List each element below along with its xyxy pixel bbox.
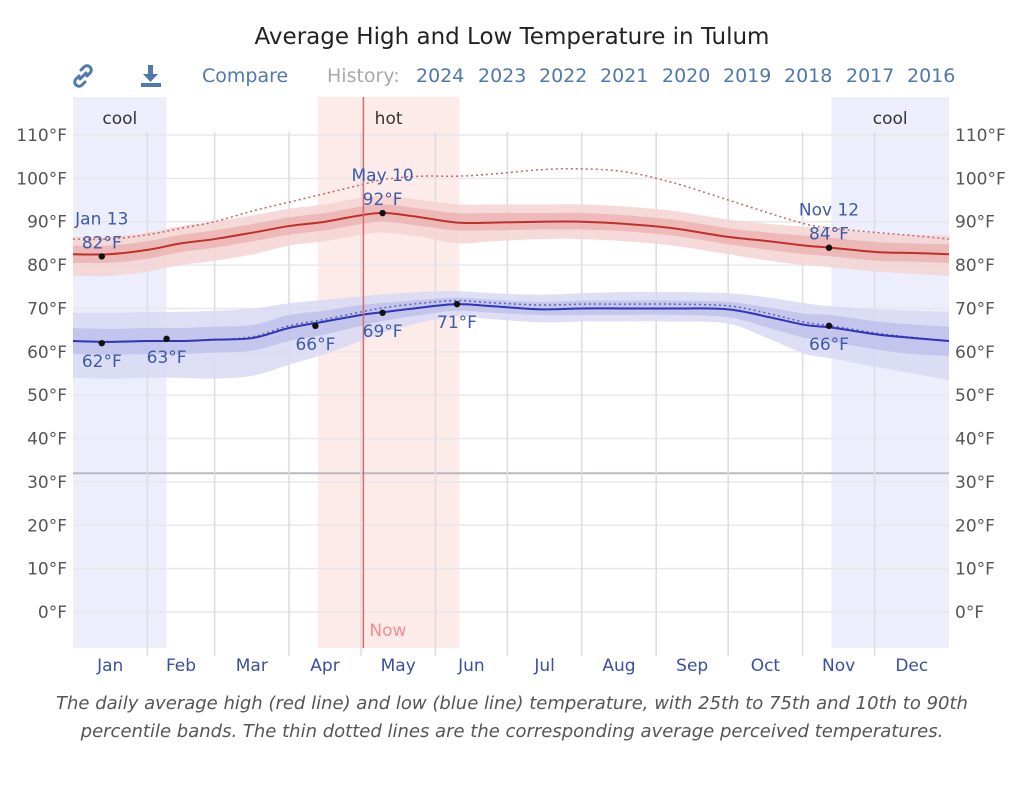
- chart-title: Average High and Low Temperature in Tulu…: [254, 24, 770, 50]
- data-point-marker: [825, 322, 833, 329]
- season-band-label: cool: [873, 109, 908, 129]
- now-label: Now: [369, 621, 406, 641]
- history-year-2022[interactable]: 2022: [539, 65, 588, 87]
- history-year-2016[interactable]: 2016: [907, 65, 956, 87]
- history-year-2017[interactable]: 2017: [846, 65, 895, 87]
- x-tick-label-month: Mar: [236, 656, 268, 676]
- low-band-25-75: [73, 297, 949, 357]
- y-tick-label-right: 50°F: [955, 386, 995, 406]
- data-label-date: May 10: [352, 166, 414, 186]
- data-label-date: Jan 13: [74, 209, 128, 229]
- data-point-marker: [379, 309, 386, 316]
- download-icon[interactable]: [138, 63, 164, 89]
- high-band-10-90: [73, 195, 949, 277]
- y-tick-label-right: 90°F: [955, 213, 995, 233]
- y-tick-label-left: 70°F: [27, 299, 67, 319]
- y-tick-label-left: 0°F: [38, 603, 67, 623]
- average-low-line: [72, 303, 950, 343]
- data-label-date: Nov 12: [799, 201, 859, 221]
- x-tick-label-month: Sep: [676, 656, 708, 676]
- x-tick-label-month: Jun: [457, 656, 485, 676]
- compare-link[interactable]: Compare: [202, 65, 289, 87]
- y-tick-label-left: 10°F: [27, 560, 67, 580]
- y-tick-label-right: 60°F: [955, 343, 995, 363]
- x-tick-label-month: May: [381, 656, 416, 676]
- season-band-label: hot: [375, 109, 403, 129]
- data-label-value: 92°F: [363, 190, 403, 210]
- data-point-marker: [312, 322, 319, 329]
- data-label-value: 69°F: [363, 322, 403, 342]
- data-label-value: 66°F: [809, 335, 849, 355]
- temperature-chart: cool hot cool Now 0°F 0°F 10°F 10°F 20°F 20°F 30…: [16, 97, 1006, 676]
- average-high-line: [72, 211, 950, 256]
- y-tick-label-left: 40°F: [27, 430, 67, 450]
- history-year-2018[interactable]: 2018: [784, 65, 833, 87]
- y-tick-label-right: 100°F: [955, 169, 1006, 189]
- chart-toolbar: Compare History: 2024 2023 2022 2021 202…: [0, 63, 1024, 91]
- y-tick-label-right: 70°F: [955, 299, 995, 319]
- y-tick-label-left: 50°F: [27, 386, 67, 406]
- data-label-value: 84°F: [809, 225, 849, 245]
- low-perceived-line: [72, 299, 950, 343]
- data-label-value: 82°F: [82, 233, 122, 253]
- y-tick-label-left: 80°F: [27, 256, 67, 276]
- y-tick-label-left: 90°F: [27, 213, 67, 233]
- y-tick-label-left: 110°F: [16, 126, 67, 146]
- history-label: History:: [327, 65, 400, 87]
- y-tick-label-left: 30°F: [27, 473, 67, 493]
- x-tick-label-month: Nov: [822, 656, 855, 676]
- data-point-marker: [379, 209, 386, 217]
- x-tick-label-month: Apr: [310, 656, 339, 676]
- history-year-2020[interactable]: 2020: [662, 65, 711, 87]
- high-perceived-line: [72, 167, 950, 241]
- data-label-value: 71°F: [437, 313, 477, 333]
- chart-caption: The daily average high (red line) and lo…: [56, 693, 968, 742]
- season-band-label: cool: [102, 109, 137, 129]
- data-point-marker: [825, 244, 833, 251]
- data-point-marker: [453, 300, 461, 308]
- data-point-marker: [98, 253, 106, 260]
- data-point-marker: [163, 335, 170, 343]
- data-label-value: 63°F: [147, 348, 187, 368]
- y-tick-label-left: 20°F: [27, 516, 67, 536]
- x-tick-label-month: Jan: [96, 656, 123, 676]
- x-tick-label-month: Aug: [602, 656, 635, 676]
- y-tick-label-right: 40°F: [955, 430, 995, 450]
- y-tick-label-left: 60°F: [27, 343, 67, 363]
- high-band-25-75: [73, 204, 949, 264]
- data-label-value: 62°F: [82, 352, 122, 372]
- link-icon[interactable]: [70, 63, 96, 89]
- history-year-2021[interactable]: 2021: [600, 65, 649, 87]
- y-tick-label-right: 10°F: [955, 560, 995, 580]
- x-tick-label-month: Oct: [751, 656, 781, 676]
- y-tick-label-right: 110°F: [955, 126, 1006, 146]
- y-tick-label-right: 80°F: [955, 256, 995, 276]
- y-tick-label-right: 20°F: [955, 516, 995, 536]
- y-tick-label-right: 30°F: [955, 473, 995, 493]
- history-year-2019[interactable]: 2019: [723, 65, 772, 87]
- x-tick-label-month: Jul: [533, 656, 555, 676]
- history-year-2023[interactable]: 2023: [478, 65, 527, 87]
- history-year-2024[interactable]: 2024: [416, 65, 465, 87]
- x-tick-label-month: Feb: [166, 656, 196, 676]
- y-tick-label-right: 0°F: [955, 603, 984, 623]
- data-point-marker: [98, 339, 106, 347]
- y-tick-label-left: 100°F: [16, 169, 67, 189]
- x-tick-label-month: Dec: [895, 656, 928, 676]
- data-label-value: 66°F: [295, 335, 335, 355]
